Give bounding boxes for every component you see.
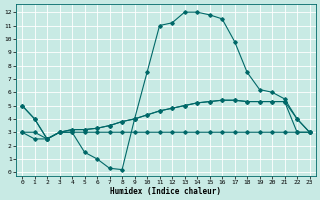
X-axis label: Humidex (Indice chaleur): Humidex (Indice chaleur) (110, 187, 221, 196)
